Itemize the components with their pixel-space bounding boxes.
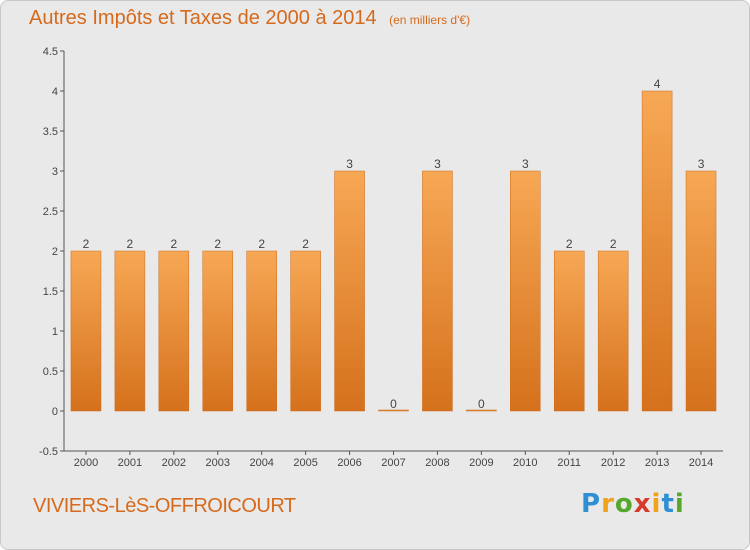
- data-label: 2: [258, 237, 265, 251]
- x-tick-label: 2009: [469, 457, 493, 469]
- data-label: 3: [434, 157, 441, 171]
- data-label: 0: [478, 397, 485, 411]
- data-label: 4: [654, 77, 661, 91]
- logo-letter: o: [614, 489, 634, 519]
- logo-letter: t: [661, 489, 675, 519]
- data-label: 3: [346, 157, 353, 171]
- chart-title-row: Autres Impôts et Taxes de 2000 à 2014 (e…: [29, 7, 470, 30]
- logo-letter: i: [651, 489, 662, 519]
- data-label: 2: [302, 237, 309, 251]
- data-label: 3: [698, 157, 705, 171]
- data-label: 2: [610, 237, 617, 251]
- bar-2000: [70, 250, 102, 412]
- logo-letter: P: [581, 489, 602, 519]
- data-label: 2: [127, 237, 134, 251]
- bar-2012: [597, 250, 629, 412]
- bar-2001: [114, 250, 146, 412]
- data-label: 0: [390, 397, 397, 411]
- bar-2014: [685, 170, 717, 412]
- x-tick-label: 2011: [557, 457, 581, 469]
- x-tick-label: 2013: [645, 457, 669, 469]
- bar-2005: [290, 250, 321, 412]
- y-tick-label: 1: [52, 326, 58, 338]
- bar-2011: [553, 250, 585, 412]
- x-tick-label: 2012: [601, 457, 625, 469]
- bar-2007: [378, 409, 409, 412]
- y-tick-label: 2: [52, 246, 58, 258]
- x-tick-label: 2006: [337, 457, 361, 469]
- x-tick-label: 2000: [74, 457, 98, 469]
- bar-2008: [422, 170, 453, 412]
- x-tick-label: 2002: [162, 457, 186, 469]
- logo-letter: r: [601, 489, 615, 519]
- y-tick-label: 3.5: [43, 126, 58, 138]
- logo-letter: i: [674, 489, 685, 519]
- x-tick-label: 2010: [513, 457, 537, 469]
- y-tick-label: 2.5: [43, 206, 58, 218]
- logo-letter: x: [633, 489, 652, 519]
- x-tick-label: 2005: [293, 457, 317, 469]
- x-tick-label: 2008: [425, 457, 449, 469]
- y-tick-label: 0.5: [43, 366, 58, 378]
- data-label: 2: [170, 237, 177, 251]
- y-tick-label: 0: [52, 406, 58, 418]
- x-tick-label: 2014: [689, 457, 713, 469]
- y-tick-label: 3: [52, 166, 58, 178]
- data-label: 2: [214, 237, 221, 251]
- y-tick-label: 4: [52, 86, 58, 98]
- bar-2009: [466, 409, 497, 412]
- x-tick-label: 2004: [249, 457, 273, 469]
- bar-2006: [334, 170, 365, 412]
- y-tick-label: 1.5: [43, 286, 58, 298]
- data-label: 2: [566, 237, 573, 251]
- bar-2002: [158, 250, 190, 412]
- x-tick-label: 2003: [206, 457, 230, 469]
- commune-name: VIVIERS-LèS-OFFROICOURT: [33, 495, 296, 517]
- y-tick-label: -0.5: [39, 446, 58, 458]
- y-tick-label: 4.5: [43, 46, 58, 58]
- bar-2013: [641, 90, 673, 412]
- chart-subtitle: (en milliers d'€): [389, 13, 471, 27]
- x-tick-label: 2007: [381, 457, 405, 469]
- bar-2010: [510, 170, 541, 412]
- bar-2004: [246, 250, 277, 412]
- bar-2003: [202, 250, 234, 412]
- data-label: 2: [83, 237, 90, 251]
- data-label: 3: [522, 157, 529, 171]
- proxiti-logo: Proxiti: [581, 489, 685, 519]
- chart-title: Autres Impôts et Taxes de 2000 à 2014: [29, 7, 377, 29]
- x-tick-label: 2001: [118, 457, 142, 469]
